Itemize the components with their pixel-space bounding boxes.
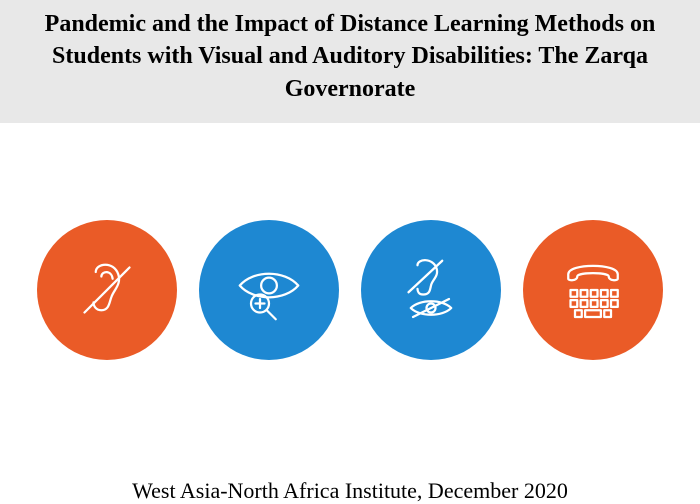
footer-attribution: West Asia-North Africa Institute, Decemb…: [0, 478, 700, 504]
low-vision-icon: [199, 220, 339, 360]
document-title: Pandemic and the Impact of Distance Lear…: [40, 8, 660, 105]
tty-icon: [523, 220, 663, 360]
title-band: Pandemic and the Impact of Distance Lear…: [0, 0, 700, 123]
hearing-impaired-icon: [37, 220, 177, 360]
icon-row: [0, 220, 700, 360]
deaf-blind-icon: [361, 220, 501, 360]
page: Pandemic and the Impact of Distance Lear…: [0, 0, 700, 500]
